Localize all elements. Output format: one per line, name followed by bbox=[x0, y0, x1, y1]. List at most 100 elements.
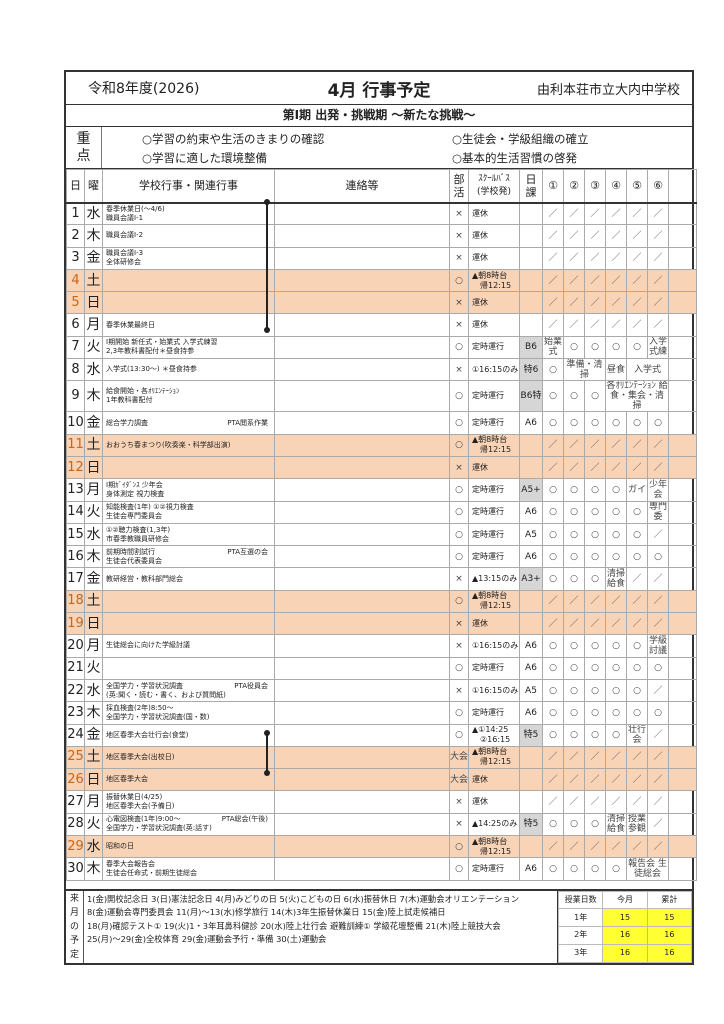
period-cell: ○ bbox=[584, 335, 606, 360]
daily-schedule bbox=[519, 433, 543, 457]
extra-cell bbox=[668, 522, 697, 547]
weekday: 火 bbox=[84, 656, 103, 680]
extra-cell bbox=[668, 455, 697, 480]
extra-cell bbox=[668, 545, 697, 569]
daily-schedule bbox=[519, 455, 543, 480]
daily-schedule: A3+ bbox=[519, 567, 543, 591]
notes bbox=[274, 857, 450, 881]
period-cell: ○ bbox=[542, 701, 564, 725]
day-number: 23 bbox=[66, 701, 85, 725]
event-line: 生徒会任命式・前期生徒総会 bbox=[106, 869, 274, 878]
weekday: 日 bbox=[84, 291, 103, 315]
period-cell: ／ bbox=[647, 224, 669, 248]
period-cell: ／ bbox=[563, 433, 585, 457]
school-bus: ▲①14:25 ②16:15 bbox=[468, 723, 520, 747]
notes bbox=[274, 612, 450, 636]
weekday: 月 bbox=[84, 478, 103, 502]
extra-cell bbox=[668, 835, 697, 859]
period-cell: ／ bbox=[605, 246, 627, 270]
period-cell: ／ bbox=[605, 768, 627, 792]
table-row: 3 金職員会議Ⅰ-3 全体研修会 × 運休／／／／／／ bbox=[66, 246, 697, 270]
period-cell: ○ bbox=[584, 723, 606, 747]
weekday: 火 bbox=[84, 335, 103, 360]
event-line: 地区春季大会 bbox=[106, 775, 274, 784]
extra-cell bbox=[668, 678, 697, 703]
club-activity: 大会 bbox=[449, 745, 469, 770]
period-cell: ／ bbox=[626, 745, 648, 770]
period-cell: ○ bbox=[626, 634, 648, 658]
period-cell: ／ bbox=[626, 313, 648, 337]
period-cell: ／ bbox=[647, 246, 669, 270]
club-activity: ○ bbox=[449, 500, 469, 524]
period-cell: ／ bbox=[563, 455, 585, 480]
next-month-label-char: 来 bbox=[69, 893, 79, 904]
notes bbox=[274, 768, 450, 792]
event-line: 職員会議Ⅰ-3 bbox=[106, 249, 274, 258]
period-cell: ○ bbox=[563, 522, 585, 547]
club-activity: × bbox=[449, 455, 469, 480]
club-activity: × bbox=[449, 634, 469, 658]
period-cell: ○ bbox=[584, 567, 606, 591]
school-bus: 定時運行 bbox=[468, 478, 520, 502]
period-cell: ／ bbox=[647, 812, 669, 837]
event-line: 地区春季大会(予備日) bbox=[106, 802, 274, 811]
club-activity: ○ bbox=[449, 411, 469, 435]
notes bbox=[274, 500, 450, 524]
extra-cell bbox=[668, 500, 697, 524]
school-bus: ▲朝8時台 帰12:15 bbox=[468, 268, 520, 293]
day-number: 13 bbox=[66, 478, 85, 502]
period-cell: ○ bbox=[605, 701, 627, 725]
period-cell: ／ bbox=[563, 268, 585, 293]
event-line: 心電図検査(1年)9:00～ PTA総会(午後) bbox=[106, 815, 274, 824]
day-number: 25 bbox=[66, 745, 85, 770]
period-cell: ○ bbox=[605, 634, 627, 658]
school-events: 地区春季大会(出校日) bbox=[102, 745, 275, 770]
period-cell: ○ bbox=[626, 545, 648, 569]
bus-line: ▲13:15のみ bbox=[472, 574, 518, 584]
class-days-cell: 15 bbox=[602, 908, 648, 928]
bus-line: 帰12:15 bbox=[480, 445, 512, 455]
extra-cell bbox=[668, 790, 697, 814]
bus-line: 運休 bbox=[472, 774, 488, 784]
period-cell: ○ bbox=[605, 478, 627, 502]
day-number: 27 bbox=[66, 790, 85, 814]
period-cell: ／ bbox=[584, 224, 606, 248]
notes bbox=[274, 589, 450, 614]
club-activity: × bbox=[449, 612, 469, 636]
event-line: 生徒会専門委員会 bbox=[106, 512, 274, 521]
event-text: 給食開始・各ｵﾘｴﾝﾃｰｼｮﾝ bbox=[106, 387, 180, 396]
school-events: ①②聴力検査(1,3年) 市春季教職員研修会 bbox=[102, 522, 275, 547]
extra-cell bbox=[668, 478, 697, 502]
period-cell: ／ bbox=[563, 612, 585, 636]
period-cell: ／ bbox=[626, 224, 648, 248]
weekday: 金 bbox=[84, 723, 103, 747]
period-cell: ○ bbox=[542, 545, 564, 569]
focus-label-char: 点 bbox=[76, 147, 91, 164]
period-cell: ガイ bbox=[626, 478, 648, 502]
period-cell: ○ bbox=[542, 723, 564, 747]
period-cell: ／ bbox=[584, 768, 606, 792]
daily-schedule bbox=[519, 745, 543, 770]
event-text: 生徒総会に向けた学級討議 bbox=[106, 641, 190, 650]
period-cell: ○ bbox=[563, 335, 585, 360]
weekday: 日 bbox=[84, 612, 103, 636]
weekday: 土 bbox=[84, 745, 103, 770]
bus-line: ▲朝8時台 bbox=[472, 747, 508, 757]
period-cell: ○ bbox=[626, 522, 648, 547]
school-events: Ⅰ期開始 新任式・始業式 入学式練習 2,3年教科書配付＊昼食持参 bbox=[102, 335, 275, 360]
period-cell: ○ bbox=[542, 812, 564, 837]
period-cell: ／ bbox=[626, 567, 648, 591]
bus-line: 帰12:15 bbox=[480, 280, 512, 290]
bus-line: ▲14:25のみ bbox=[472, 819, 518, 829]
event-text: おおうち春まつり(吹奏楽・科学部出演) bbox=[106, 440, 231, 449]
period-cell: ／ bbox=[605, 589, 627, 614]
event-text: 地区春季大会(予備日) bbox=[106, 802, 175, 811]
day-number: 24 bbox=[66, 723, 85, 747]
school-bus: ▲朝8時台 帰12:15 bbox=[468, 745, 520, 770]
period-cell: ○ bbox=[563, 411, 585, 435]
table-row: 10 金総合学力調査 PTA閲系作業 ○ 定時運行 A6 ○ ○ ○ ○ ○ ○ bbox=[66, 411, 697, 435]
notes bbox=[274, 411, 450, 435]
school-events: Ⅰ期ｶﾞｲﾀﾞﾝｽ 少年会 身体測定 視力検査 bbox=[102, 478, 275, 502]
event-text: 地区春季大会 bbox=[106, 775, 148, 784]
table-row: 26 日地区春季大会 大会 運休／／／／／／ bbox=[66, 768, 697, 792]
